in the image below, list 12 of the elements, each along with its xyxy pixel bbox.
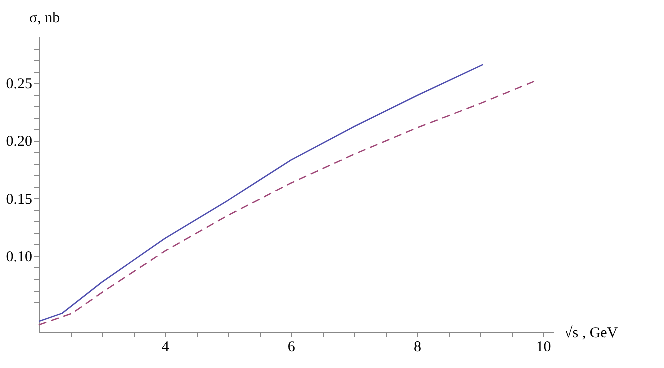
line-series — [38, 80, 537, 326]
y-axis-title: σ, nb — [30, 10, 60, 26]
y-tick-label: 0.15 — [6, 192, 32, 208]
x-tick-label: 6 — [288, 340, 296, 356]
y-tick-label: 0.10 — [6, 249, 32, 266]
y-tick-label: 0.25 — [6, 76, 32, 93]
x-tick-label: 4 — [162, 340, 170, 356]
y-tick-label: 0.20 — [6, 134, 32, 150]
x-tick-label: 10 — [536, 340, 552, 356]
x-tick-label: 8 — [414, 340, 422, 356]
line-series — [38, 64, 484, 322]
x-axis-title: √s , GeV — [564, 326, 618, 342]
